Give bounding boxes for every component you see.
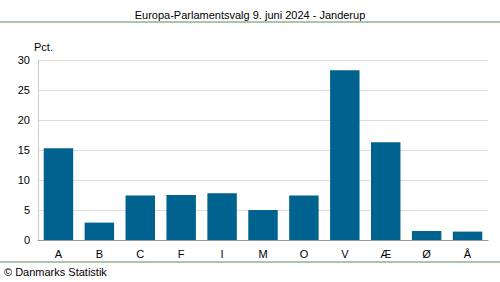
svg-text:F: F <box>178 248 185 260</box>
svg-text:Pct.: Pct. <box>34 41 53 53</box>
svg-text:Å: Å <box>464 248 472 260</box>
svg-text:A: A <box>55 248 63 260</box>
svg-text:Europa-Parlamentsvalg 9. juni: Europa-Parlamentsvalg 9. juni 2024 - Jan… <box>135 9 366 21</box>
svg-text:20: 20 <box>18 114 30 126</box>
svg-text:Æ: Æ <box>380 248 391 260</box>
svg-text:25: 25 <box>18 84 30 96</box>
svg-text:5: 5 <box>24 204 30 216</box>
svg-text:© Danmarks Statistik: © Danmarks Statistik <box>4 266 107 278</box>
svg-text:B: B <box>96 248 103 260</box>
svg-text:30: 30 <box>18 54 30 66</box>
svg-text:V: V <box>341 248 349 260</box>
svg-text:I: I <box>221 248 224 260</box>
svg-text:O: O <box>300 248 309 260</box>
svg-text:C: C <box>136 248 144 260</box>
svg-text:Ø: Ø <box>422 248 431 260</box>
svg-text:0: 0 <box>24 234 30 246</box>
svg-text:10: 10 <box>18 174 30 186</box>
svg-text:M: M <box>258 248 267 260</box>
svg-text:15: 15 <box>18 144 30 156</box>
